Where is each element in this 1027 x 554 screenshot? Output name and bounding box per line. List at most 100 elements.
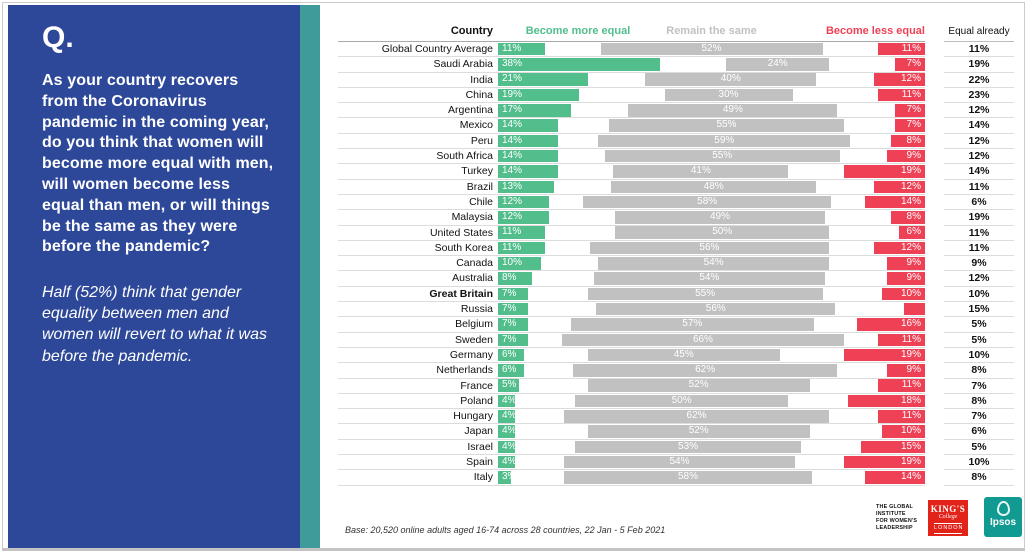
row-bars-area: South Africa 14% 55% 9% bbox=[338, 149, 925, 165]
table-row: Chile 12% 58% 14% 6% bbox=[338, 195, 1014, 211]
row-bars-area: India 21% 40% 12% bbox=[338, 73, 925, 88]
bar-become-more-equal: 7% bbox=[498, 287, 528, 301]
bar-middle-track: 56% bbox=[528, 302, 904, 316]
equal-already-value: 12% bbox=[944, 149, 1014, 165]
bar-group: 4% 54% 19% bbox=[498, 455, 925, 469]
bar-value-label: 24% bbox=[767, 58, 788, 70]
table-row: India 21% 40% 12% 22% bbox=[338, 73, 1014, 88]
bar-value-label: 11% bbox=[901, 88, 921, 100]
equal-already-value: 7% bbox=[944, 409, 1014, 425]
bar-group: 4% 52% 10% bbox=[498, 424, 925, 438]
bar-become-less-equal: 11% bbox=[878, 42, 925, 56]
table-row: Italy 3% 58% 14% 8% bbox=[338, 470, 1014, 486]
bar-value-label: 9% bbox=[906, 364, 921, 376]
bar-remain-the-same: 58% bbox=[583, 195, 832, 209]
bar-remain-the-same: 55% bbox=[609, 119, 844, 132]
bar-value-label: 8% bbox=[906, 211, 921, 223]
bar-become-more-equal: 11% bbox=[498, 226, 545, 239]
bar-become-more-equal: 38% bbox=[498, 58, 661, 71]
country-label: Australia bbox=[452, 272, 493, 285]
bar-middle-track: 49% bbox=[549, 211, 891, 224]
bar-become-less-equal: 7% bbox=[895, 104, 925, 117]
bar-middle-track: 59% bbox=[558, 134, 891, 148]
bar-value-label: 50% bbox=[712, 226, 733, 238]
row-bars-area: Netherlands 6% 62% 9% bbox=[338, 363, 925, 379]
bar-value-label: 14% bbox=[502, 134, 523, 146]
bar-value-label: 9% bbox=[906, 149, 921, 161]
bar-become-more-equal: 8% bbox=[498, 272, 533, 285]
equal-already-value: 10% bbox=[944, 348, 1014, 364]
bar-become-less-equal: 9% bbox=[886, 364, 925, 377]
bar-group: 7% 66% 11% bbox=[498, 333, 925, 347]
bar-value-label: 14% bbox=[502, 165, 523, 177]
country-label: France bbox=[460, 379, 493, 392]
bar-value-label: 14% bbox=[900, 195, 921, 207]
bar-middle-track: 24% bbox=[660, 58, 895, 71]
table-row: Israel 4% 53% 15% 5% bbox=[338, 440, 1014, 456]
bar-become-less-equal: 9% bbox=[886, 149, 925, 163]
table-row: Poland 4% 50% 18% 8% bbox=[338, 394, 1014, 410]
country-label: Italy bbox=[473, 471, 493, 484]
bar-become-more-equal: 3% bbox=[498, 471, 511, 484]
bar-value-label: 66% bbox=[692, 333, 713, 345]
bar-value-label: 19% bbox=[502, 88, 523, 100]
bar-become-less-equal: 10% bbox=[882, 287, 925, 301]
bar-value-label: 11% bbox=[502, 226, 522, 238]
bar-group: 10% 54% 9% bbox=[498, 256, 925, 270]
bar-value-label: 55% bbox=[695, 287, 716, 299]
bar-value-label: 12% bbox=[502, 211, 523, 223]
bar-remain-the-same: 30% bbox=[664, 88, 793, 102]
bar-value-label: 19% bbox=[900, 165, 921, 177]
giwl-logo-line: FOR WOMEN'S bbox=[876, 517, 918, 524]
row-bars-area: Great Britain 7% 55% 10% bbox=[338, 287, 925, 303]
table-row: France 5% 52% 11% 7% bbox=[338, 379, 1014, 394]
bar-become-less-equal: 11% bbox=[878, 379, 925, 392]
row-bars-area: Global Country Average 11% 52% 11% bbox=[338, 42, 925, 58]
equal-already-value: 12% bbox=[944, 134, 1014, 150]
country-label: Turkey bbox=[461, 165, 493, 178]
bar-value-label: 16% bbox=[900, 318, 921, 330]
bar-become-more-equal: 6% bbox=[498, 348, 524, 362]
bar-group: 3% 58% 14% bbox=[498, 470, 925, 484]
bar-become-more-equal: 10% bbox=[498, 257, 541, 270]
bar-middle-track: 62% bbox=[515, 410, 878, 423]
bar-become-more-equal: 11% bbox=[498, 241, 545, 255]
country-label: South Africa bbox=[436, 150, 493, 163]
bar-value-label: 59% bbox=[714, 134, 735, 146]
question-panel: Q. As your country recovers from the Cor… bbox=[8, 5, 300, 548]
bar-group: 11% 56% 12% bbox=[498, 241, 925, 255]
table-row: Germany 6% 45% 19% 10% bbox=[338, 348, 1014, 364]
bar-become-more-equal: 11% bbox=[498, 42, 545, 56]
bar-remain-the-same: 54% bbox=[564, 455, 795, 469]
bar-group: 19% 30% 11% bbox=[498, 88, 925, 102]
bar-middle-track: 58% bbox=[511, 471, 865, 484]
bar-value-label: 19% bbox=[900, 455, 921, 467]
row-bars-area: United States 11% 50% 6% bbox=[338, 226, 925, 241]
bar-remain-the-same: 49% bbox=[628, 104, 838, 117]
table-row: South Africa 14% 55% 9% 12% bbox=[338, 149, 1014, 165]
bar-middle-track: 55% bbox=[558, 149, 887, 163]
ipsos-logo-text: Ipsos bbox=[989, 517, 1017, 528]
bar-group: 11% 52% 11% bbox=[498, 42, 925, 56]
bar-value-label: 4% bbox=[502, 440, 516, 452]
equal-already-value: 10% bbox=[944, 287, 1014, 303]
bar-become-more-equal: 14% bbox=[498, 119, 558, 132]
bar-remain-the-same: 54% bbox=[598, 257, 829, 270]
bar-become-more-equal: 7% bbox=[498, 302, 528, 316]
row-bars-area: Poland 4% 50% 18% bbox=[338, 394, 925, 410]
row-bars-area: Mexico 14% 55% 7% bbox=[338, 118, 925, 134]
country-label: Poland bbox=[460, 394, 493, 407]
bar-value-label: 40% bbox=[720, 73, 741, 85]
bar-value-label: 54% bbox=[703, 257, 724, 269]
bar-become-less-equal: 14% bbox=[865, 195, 925, 209]
base-note: Base: 20,520 online adults aged 16-74 ac… bbox=[345, 525, 666, 535]
bar-value-label: 55% bbox=[716, 119, 737, 131]
bar-value-label: 7% bbox=[502, 333, 517, 345]
bar-group: 4% 50% 18% bbox=[498, 394, 925, 408]
row-bars-area: China 19% 30% 11% bbox=[338, 88, 925, 104]
bar-become-more-equal: 4% bbox=[498, 410, 516, 423]
bar-value-label: 3% bbox=[502, 471, 511, 483]
bar-value-label: 4% bbox=[502, 410, 516, 422]
bar-value-label: 18% bbox=[900, 394, 921, 406]
bar-group: 13% 48% 12% bbox=[498, 180, 925, 194]
